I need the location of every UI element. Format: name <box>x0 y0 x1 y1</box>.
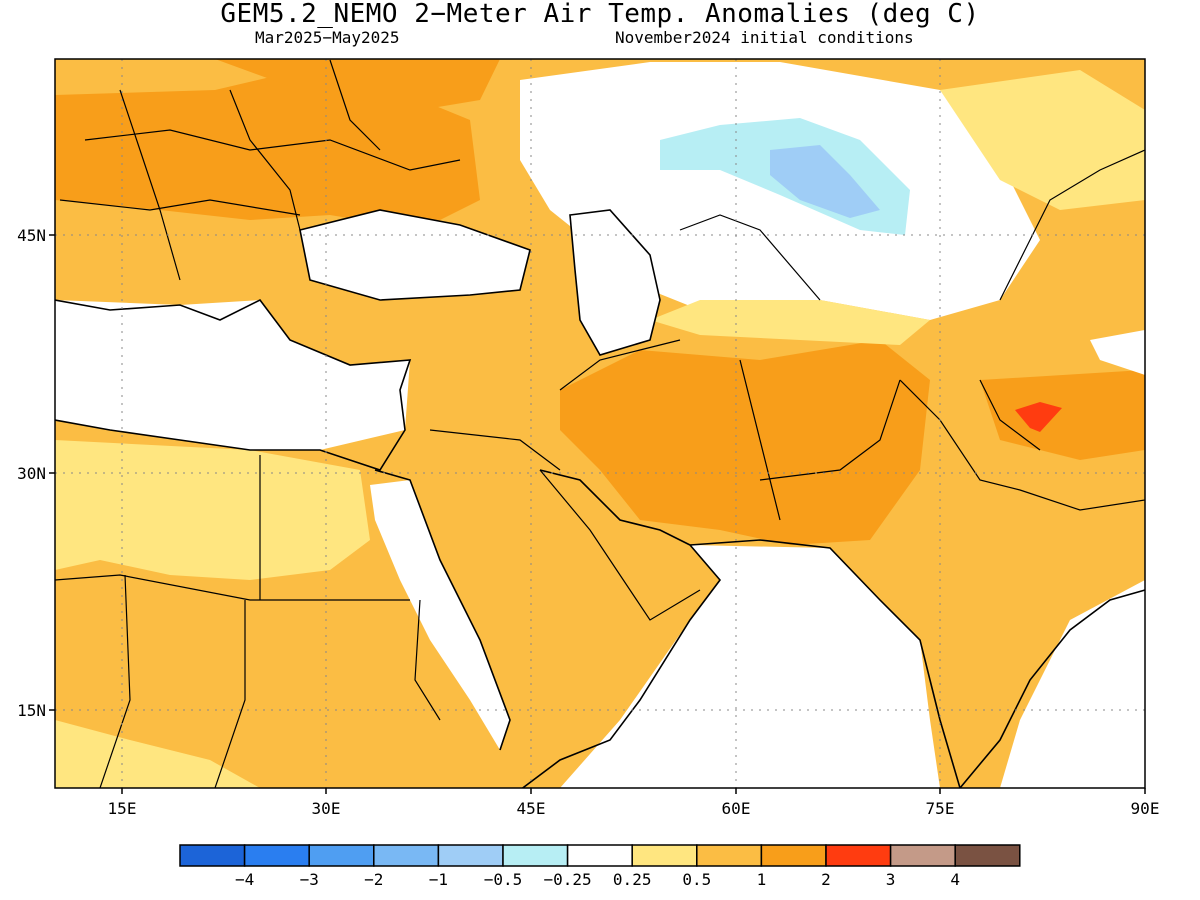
country-borders <box>55 59 1145 788</box>
y-tick-label: 30N <box>17 464 46 483</box>
legend-swatch <box>308 844 375 867</box>
x-tick-label: 90E <box>1131 799 1160 818</box>
legend-label: 1 <box>757 870 767 889</box>
legend-swatch <box>373 844 440 867</box>
x-tick-label: 30E <box>312 799 341 818</box>
legend-label: −2 <box>364 870 383 889</box>
legend-swatch <box>243 844 310 867</box>
legend-swatch <box>179 844 246 867</box>
legend-label: −0.5 <box>484 870 523 889</box>
legend-label: 2 <box>821 870 831 889</box>
sichuan-neutral <box>1090 330 1145 375</box>
y-tick-labels: 45N 30N 15N <box>17 226 46 720</box>
y-tick-label: 15N <box>17 701 46 720</box>
map-frame <box>54 58 1146 789</box>
tibet-orange-anomaly <box>980 370 1145 460</box>
legend-swatch <box>696 844 763 867</box>
y-tick-label: 45N <box>17 226 46 245</box>
legend-label: −4 <box>235 870 254 889</box>
legend-swatch <box>889 844 956 867</box>
black-sea <box>300 210 530 300</box>
caspian-sea <box>570 210 660 355</box>
legend-swatch <box>631 844 698 867</box>
legend-label: −3 <box>300 870 319 889</box>
north-africa-light-anomaly <box>55 440 370 580</box>
europe-orange-anomaly <box>55 70 480 230</box>
iran-orange-anomaly <box>560 340 930 545</box>
legend-swatch <box>566 844 633 867</box>
legend-label: −0.25 <box>544 870 592 889</box>
central-asia-light-anomaly <box>650 300 930 345</box>
legend-labels: −4 −3 −2 −1 −0.5 −0.25 0.25 0.5 1 2 3 4 <box>235 870 960 889</box>
legend-label: 3 <box>886 870 896 889</box>
map-area <box>55 59 1145 788</box>
legend-label: 4 <box>950 870 960 889</box>
x-tick-label: 45E <box>517 799 546 818</box>
legend-swatch <box>825 844 892 867</box>
axis-ticks <box>49 234 1146 794</box>
north-europe-orange-anomaly <box>215 59 500 110</box>
bay-of-bengal <box>1000 580 1145 788</box>
legend-swatch <box>954 844 1021 867</box>
legend-label: 0.5 <box>682 870 711 889</box>
x-tick-label: 75E <box>926 799 955 818</box>
legend-swatch <box>502 844 569 867</box>
initial-conditions: November2024 initial conditions <box>615 28 914 47</box>
x-tick-label: 15E <box>108 799 137 818</box>
kazakhstan-cold-core <box>770 145 880 218</box>
x-tick-label: 60E <box>722 799 751 818</box>
red-sea <box>370 480 510 750</box>
forecast-period: Mar2025−May2025 <box>255 28 400 47</box>
legend-label: 0.25 <box>613 870 652 889</box>
legend-swatch <box>437 844 504 867</box>
gridlines <box>55 59 1145 788</box>
legend-swatch <box>760 844 827 867</box>
mongolia-light-anomaly <box>940 70 1145 210</box>
tibet-red-anomaly <box>1015 402 1062 432</box>
mediterranean-sea <box>55 300 410 450</box>
coastlines <box>55 209 1145 788</box>
map-title: GEM5.2_NEMO 2−Meter Air Temp. Anomalies … <box>220 0 980 29</box>
color-legend <box>179 844 1021 867</box>
x-tick-labels: 15E 30E 45E 60E 75E 90E <box>108 799 1160 818</box>
arabian-sea <box>560 545 940 788</box>
legend-label: −1 <box>429 870 448 889</box>
